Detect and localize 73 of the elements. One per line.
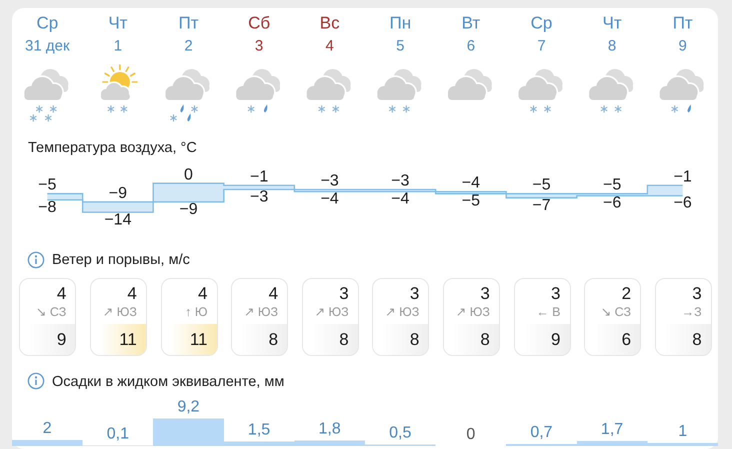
x-tick-label: Пн 5	[389, 14, 412, 55]
data-label: −4	[391, 190, 410, 208]
text: 3	[551, 284, 560, 304]
text: 8	[480, 330, 490, 350]
x-tick-label: Вт 6	[462, 14, 480, 55]
data-label: 1,8	[318, 420, 341, 438]
x-tick-label: Чт 8	[602, 14, 622, 55]
text: ↑ Ю	[185, 304, 208, 320]
data-label: 9,2	[177, 398, 200, 416]
data-label: −8	[38, 198, 57, 216]
text: 8	[692, 330, 702, 350]
data-label: 0,1	[106, 426, 130, 443]
text: 4	[56, 284, 66, 304]
chart-title: Температура воздуха, °C	[28, 140, 197, 156]
x-tick-label: Ср 7	[530, 14, 552, 55]
data-label: −4	[462, 174, 480, 192]
text: 11	[190, 330, 208, 350]
data-label: −7	[532, 196, 551, 214]
text: 4	[127, 284, 137, 304]
data-label: −3	[320, 172, 339, 190]
data-label: −5	[462, 192, 480, 210]
text: Ветер и порывы, м/с	[52, 251, 190, 269]
data-label: −3	[250, 188, 268, 206]
text: 8	[339, 330, 349, 350]
data-label: −5	[38, 176, 57, 194]
data-label: −9	[179, 200, 198, 218]
data-label: −9	[108, 184, 128, 202]
data-label: 1,5	[248, 422, 270, 439]
text: 8	[410, 330, 420, 350]
x-tick-label: Ср 31 дек	[25, 14, 70, 55]
data-label: 0	[466, 426, 476, 443]
data-label: 0,5	[389, 424, 412, 442]
data-label: −4	[320, 190, 339, 208]
text: 4	[268, 284, 278, 304]
text: 6	[622, 330, 632, 350]
text: →З	[682, 304, 702, 320]
x-tick-label: Сб 3	[248, 14, 270, 55]
text: ↗ ЮЗ	[102, 304, 137, 320]
data-label: 0	[184, 166, 194, 184]
text: 2	[622, 284, 632, 304]
x-tick-label: Пт 2	[178, 14, 199, 55]
text: 3	[692, 284, 702, 304]
x-tick-label: Вс 4	[320, 14, 340, 55]
text: ↗ ЮЗ	[456, 304, 490, 320]
data-label: 1,7	[600, 420, 624, 438]
text: 8	[268, 330, 278, 350]
text: 3	[339, 284, 349, 304]
text: ↘ СЗ	[36, 304, 66, 320]
data-label: −5	[602, 176, 622, 194]
x-tick-label: Пт 9	[672, 14, 693, 55]
text: ← В	[536, 304, 560, 320]
data-label: −1	[674, 168, 692, 186]
data-label: 2	[42, 420, 52, 438]
data-label: −3	[391, 172, 410, 190]
data-label: −5	[532, 176, 551, 194]
text: 9	[56, 330, 66, 350]
text: ↘ СЗ	[600, 304, 632, 320]
text: ↗ ЮЗ	[385, 304, 420, 320]
text: 4	[198, 284, 208, 304]
text: 3	[410, 284, 420, 304]
text: ↗ ЮЗ	[314, 304, 349, 320]
x-tick-label: Чт 1	[108, 14, 128, 55]
data-label: 1	[678, 423, 688, 440]
chart-title: Осадки в жидком эквиваленте, мм	[52, 374, 284, 390]
text: 11	[119, 330, 137, 350]
text: ↗ ЮЗ	[244, 304, 278, 320]
data-label: −1	[250, 168, 268, 186]
data-label: −14	[104, 211, 132, 228]
data-label: −6	[602, 194, 622, 212]
data-label: −6	[674, 194, 692, 212]
text: 3	[480, 284, 490, 304]
data-label: 0,7	[530, 424, 553, 441]
text: 9	[551, 330, 560, 350]
